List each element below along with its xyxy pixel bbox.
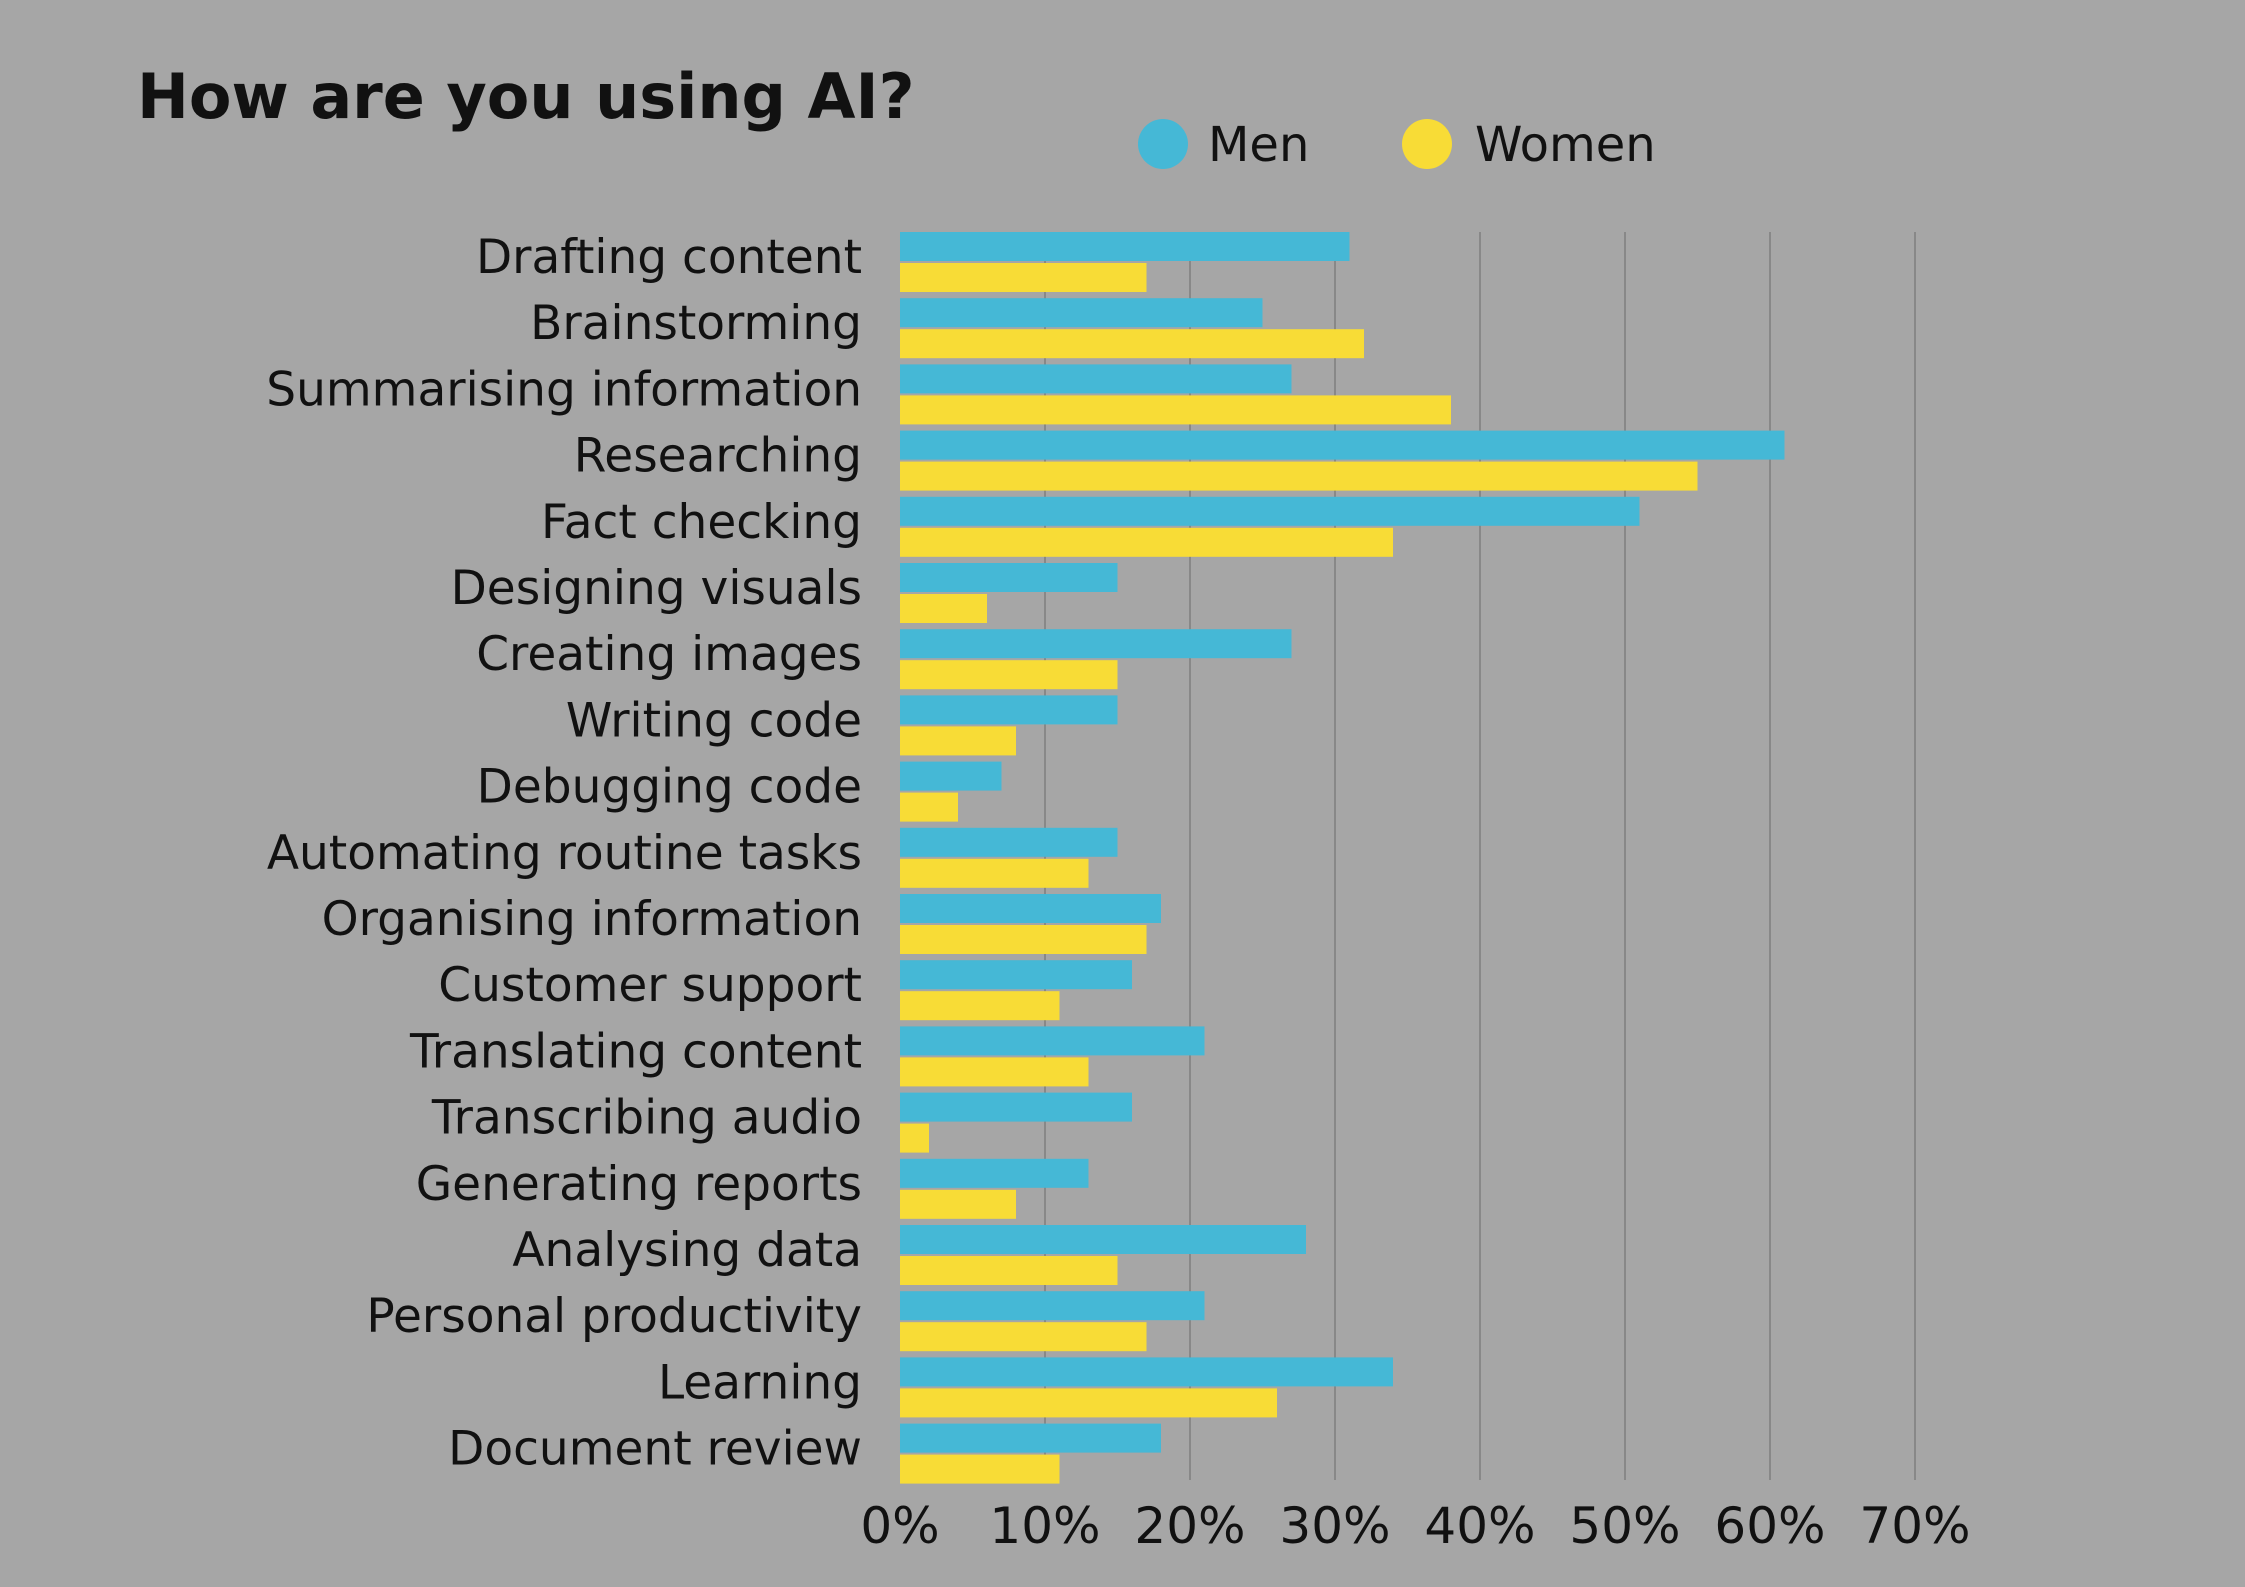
bar-men: Learning — Men: 34% <box>900 1357 1393 1387</box>
x-tick-label: 30% <box>1279 1497 1390 1555</box>
category-label: Brainstorming <box>530 296 862 351</box>
bar-men: Transcribing audio — Men: 16% <box>900 1092 1132 1122</box>
bar-men: Brainstorming — Men: 25% <box>900 298 1263 328</box>
x-tick-labels: 0% 10% 20% 30% 40% 50% 60% 70% <box>860 1497 1970 1555</box>
bars: Drafting content — Men: 31%Drafting cont… <box>900 232 1785 1484</box>
category-label: Generating reports <box>416 1157 862 1212</box>
category-label: Designing visuals <box>451 561 862 616</box>
legend-label-men: Men <box>1208 117 1309 173</box>
bar-women: Learning — Women: 26% <box>900 1388 1277 1418</box>
legend-label-women: Women <box>1475 117 1656 173</box>
bar-women: Creating images — Women: 15% <box>900 660 1118 690</box>
category-label: Analysing data <box>512 1223 862 1278</box>
bar-men: Debugging code — Men: 7% <box>900 761 1002 791</box>
bar-men: Generating reports — Men: 13% <box>900 1158 1089 1188</box>
x-tick-label: 70% <box>1859 1497 1970 1555</box>
legend-marker-women <box>1402 119 1452 169</box>
category-label: Automating routine tasks <box>267 826 862 881</box>
bar-men: Organising information — Men: 18% <box>900 894 1161 923</box>
category-label: Transcribing audio <box>431 1091 862 1146</box>
bar-men: Summarising information — Men: 27% <box>900 364 1292 394</box>
category-label: Fact checking <box>541 495 862 550</box>
bar-women: Fact checking — Women: 34% <box>900 527 1393 557</box>
x-tick-label: 10% <box>989 1497 1100 1555</box>
bar-women: Document review — Women: 11% <box>900 1454 1060 1484</box>
category-label: Translating content <box>409 1024 862 1079</box>
bar-women: Debugging code — Women: 4% <box>900 792 958 822</box>
category-label: Learning <box>658 1355 862 1410</box>
bar-men: Fact checking — Men: 51% <box>900 496 1640 526</box>
bar-men: Customer support — Men: 16% <box>900 960 1132 990</box>
bar-women: Analysing data — Women: 15% <box>900 1256 1118 1285</box>
chart-title: How are you using AI? <box>137 60 915 133</box>
bar-women: Generating reports — Women: 8% <box>900 1189 1016 1219</box>
category-label: Customer support <box>438 958 862 1013</box>
bar-men: Drafting content — Men: 31% <box>900 232 1350 261</box>
bar-men: Document review — Men: 18% <box>900 1423 1161 1453</box>
bar-women: Personal productivity — Women: 17% <box>900 1322 1147 1352</box>
category-label: Debugging code <box>477 760 862 815</box>
legend-marker-men <box>1138 119 1188 169</box>
legend: Men Women <box>1138 117 1656 173</box>
x-tick-label: 60% <box>1714 1497 1825 1555</box>
bar-men: Designing visuals — Men: 15% <box>900 563 1118 592</box>
x-tick-label: 50% <box>1569 1497 1680 1555</box>
bar-men: Researching — Men: 61% <box>900 430 1785 460</box>
bar-women: Summarising information — Women: 38% <box>900 395 1451 425</box>
category-label: Personal productivity <box>366 1289 862 1344</box>
bar-women: Automating routine tasks — Women: 13% <box>900 858 1089 888</box>
category-labels: Drafting content Brainstorming Summarising… <box>266 230 862 1477</box>
x-tick-label: 20% <box>1134 1497 1245 1555</box>
bar-women: Drafting content — Women: 17% <box>900 263 1147 292</box>
category-label: Document review <box>448 1422 862 1477</box>
bar-women: Brainstorming — Women: 32% <box>900 329 1364 359</box>
bar-women: Researching — Women: 55% <box>900 461 1698 491</box>
category-label: Writing code <box>566 693 862 748</box>
bar-men: Translating content — Men: 21% <box>900 1026 1205 1056</box>
bar-men: Analysing data — Men: 28% <box>900 1225 1306 1254</box>
x-tick-label: 40% <box>1424 1497 1535 1555</box>
x-tick-label: 0% <box>860 1497 939 1555</box>
bar-men: Creating images — Men: 27% <box>900 629 1292 659</box>
category-label: Organising information <box>322 892 862 947</box>
bar-men: Personal productivity — Men: 21% <box>900 1291 1205 1321</box>
category-label: Creating images <box>476 627 862 682</box>
bar-women: Organising information — Women: 17% <box>900 925 1147 954</box>
bar-women: Transcribing audio — Women: 2% <box>900 1123 929 1153</box>
category-label: Researching <box>574 429 862 484</box>
bar-men: Writing code — Men: 15% <box>900 695 1118 725</box>
bar-women: Designing visuals — Women: 6% <box>900 594 987 623</box>
bar-men: Automating routine tasks — Men: 15% <box>900 827 1118 857</box>
bar-women: Writing code — Women: 8% <box>900 726 1016 756</box>
category-label: Drafting content <box>476 230 862 285</box>
bar-women: Customer support — Women: 11% <box>900 991 1060 1021</box>
category-label: Summarising information <box>266 362 862 417</box>
bar-women: Translating content — Women: 13% <box>900 1057 1089 1087</box>
